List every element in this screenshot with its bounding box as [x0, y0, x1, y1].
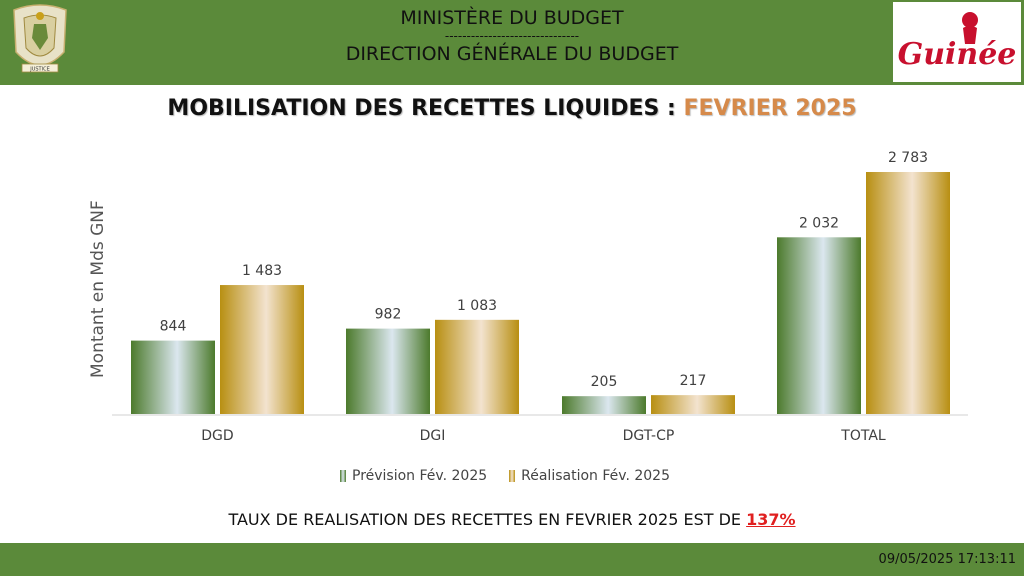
legend-label-realisation: Réalisation Fév. 2025 [521, 468, 670, 484]
x-tick-dgi: DGI [420, 428, 446, 444]
bar-dgt-cp-series-0 [562, 396, 646, 414]
bar-dgi-series-0 [346, 328, 430, 414]
rate-text: TAUX DE REALISATION DES RECETTES EN FEVR… [228, 510, 747, 529]
x-tick-total: TOTAL [840, 428, 886, 444]
footer-bar: 09/05/2025 17:13:11 [0, 543, 1024, 576]
legend-swatch-green [340, 470, 346, 482]
bar-dgd-series-1 [220, 285, 304, 414]
data-label-dgi-series-1: 1 083 [457, 298, 497, 314]
data-label-total-series-1: 2 783 [888, 150, 928, 166]
legend-item-realisation: Réalisation Fév. 2025 [509, 468, 670, 484]
data-label-dgd-series-1: 1 483 [242, 263, 282, 279]
x-tick-dgt-cp: DGT-CP [623, 428, 675, 444]
bar-total-series-1 [866, 172, 950, 414]
bar-dgd-series-0 [131, 340, 215, 414]
rate-value: 137% [746, 510, 796, 529]
realisation-rate-statement: TAUX DE REALISATION DES RECETTES EN FEVR… [0, 510, 1024, 529]
header-bar: JUSTICE MINISTÈRE DU BUDGET ------------… [0, 0, 1024, 85]
title-period: FEVRIER 2025 [683, 96, 857, 121]
bar-dgt-cp-series-1 [651, 395, 735, 414]
emblem-motto: JUSTICE [29, 67, 50, 73]
data-label-dgd-series-0: 844 [160, 319, 187, 335]
data-label-dgt-cp-series-0: 205 [591, 374, 618, 390]
legend-label-prevision: Prévision Fév. 2025 [352, 468, 488, 484]
timestamp: 09/05/2025 17:13:11 [878, 552, 1016, 567]
direction-name: DIRECTION GÉNÉRALE DU BUDGET [345, 43, 679, 65]
ministry-name: MINISTÈRE DU BUDGET [400, 7, 624, 29]
x-tick-dgd: DGD [201, 428, 233, 444]
bar-dgi-series-1 [435, 319, 519, 414]
coat-of-arms-icon: JUSTICE [13, 4, 67, 73]
bar-total-series-0 [777, 237, 861, 414]
legend-swatch-gold [509, 470, 516, 482]
title-main: MOBILISATION DES RECETTES LIQUIDES : [167, 96, 684, 121]
chart-legend: Prévision Fév. 2025 Réalisation Fév. 202… [340, 468, 670, 484]
logo-text: Guinée [898, 37, 1017, 72]
guinee-logo-icon: Guinée [898, 12, 1017, 72]
header-separator: ------------------------------- [444, 29, 580, 43]
data-label-total-series-0: 2 032 [799, 215, 839, 231]
page-title: MOBILISATION DES RECETTES LIQUIDES : FEV… [0, 96, 1024, 121]
header-title: MINISTÈRE DU BUDGET --------------------… [190, 6, 834, 66]
data-label-dgi-series-0: 982 [375, 307, 402, 323]
guinee-logo: Guinée [893, 2, 1021, 82]
data-label-dgt-cp-series-1: 217 [680, 373, 707, 389]
legend-item-prevision: Prévision Fév. 2025 [340, 468, 487, 484]
